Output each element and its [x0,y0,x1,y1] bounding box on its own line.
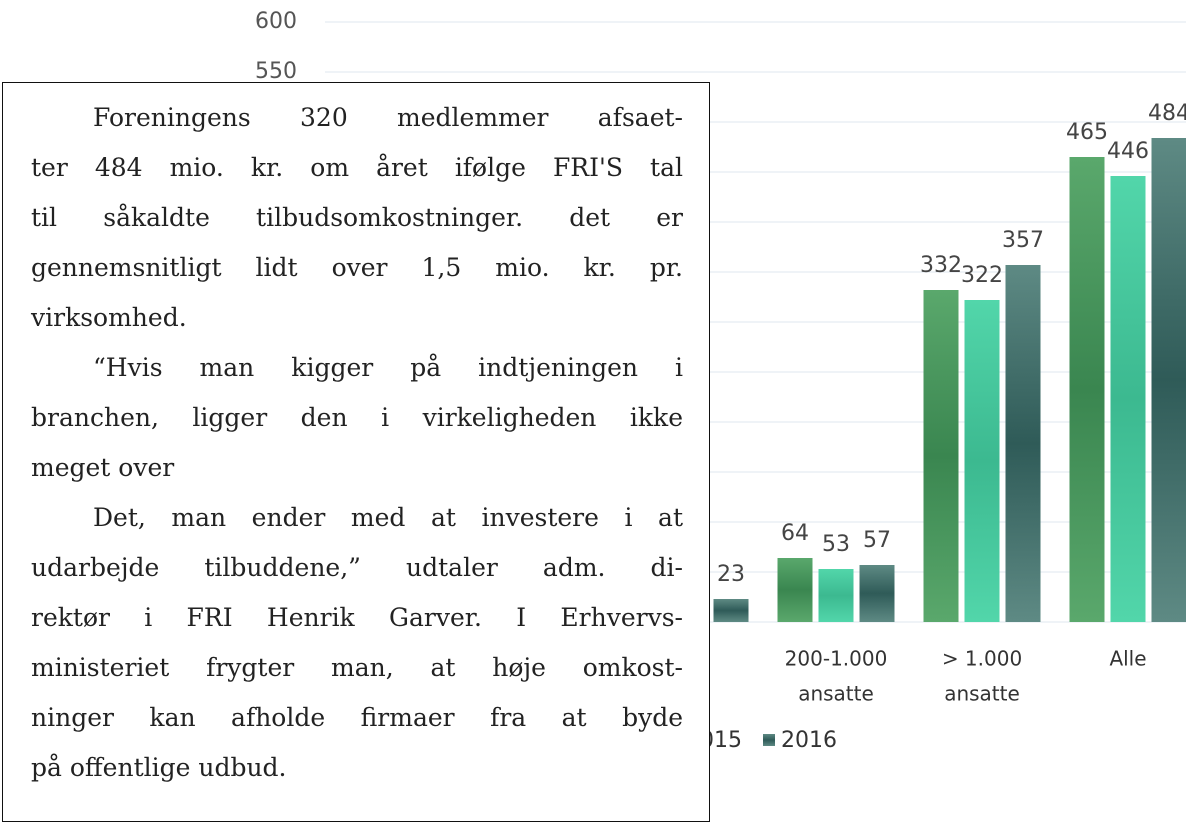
data-label: 23 [717,562,745,587]
y-tick-label: 550 [255,59,297,84]
legend-marker [763,734,775,746]
text-line: udarbejde tilbuddene,” udtaler adm. di- [31,543,683,593]
bar [860,565,895,622]
data-label: 332 [920,253,962,278]
text-line: gennemsnitligt lidt over 1,5 mio. kr. pr… [31,243,683,293]
bar [924,290,959,622]
text-line: ministeriet frygter man, at høje omkost- [31,643,683,693]
data-label: 357 [1002,228,1044,253]
data-label: 465 [1066,120,1108,145]
text-line: Det, man ender med at investere i at [31,493,683,543]
x-tick-label: 200-1.000 [785,647,888,671]
bar [1070,157,1105,622]
x-tick-label: ansatte [798,682,874,706]
bar [819,569,854,622]
data-label: 57 [863,528,891,553]
bar [1152,138,1186,622]
x-tick-label: Alle [1109,647,1146,671]
data-label: 64 [781,521,809,546]
text-line: ninger kan afholde firmaer fra at byde [31,693,683,743]
text-line: meget over [31,443,683,493]
bar [1006,265,1041,622]
text-line: til såkaldte tilbudsomkostninger. det er [31,193,683,243]
bar [714,599,749,622]
article-box: Foreningens 320 medlemmer afsaet-ter 484… [2,82,710,822]
text-line: “Hvis man kigger på indtjeningen i [31,343,683,393]
text-line: Foreningens 320 medlemmer afsaet- [31,93,683,143]
data-label: 446 [1107,139,1149,164]
text-line: branchen, ligger den i virkeligheden ikk… [31,393,683,443]
bar [965,300,1000,622]
text-line: ter 484 mio. kr. om året ifølge FRI'S ta… [31,143,683,193]
data-label: 322 [961,263,1003,288]
data-label: 53 [822,532,850,557]
text-line: på offentlige udbud. [31,743,683,793]
x-tick-label: > 1.000 [942,647,1022,671]
text-line: rektør i FRI Henrik Garver. I Erhvervs- [31,593,683,643]
text-line: virksomhed. [31,293,683,343]
legend-label: 2016 [781,728,837,753]
data-label: 484 [1148,101,1186,126]
bar [778,558,813,622]
page: 0501001502002503003504004505005506002320… [0,0,1186,803]
bar [1111,176,1146,622]
y-tick-label: 600 [255,9,297,34]
x-tick-label: ansatte [944,682,1020,706]
